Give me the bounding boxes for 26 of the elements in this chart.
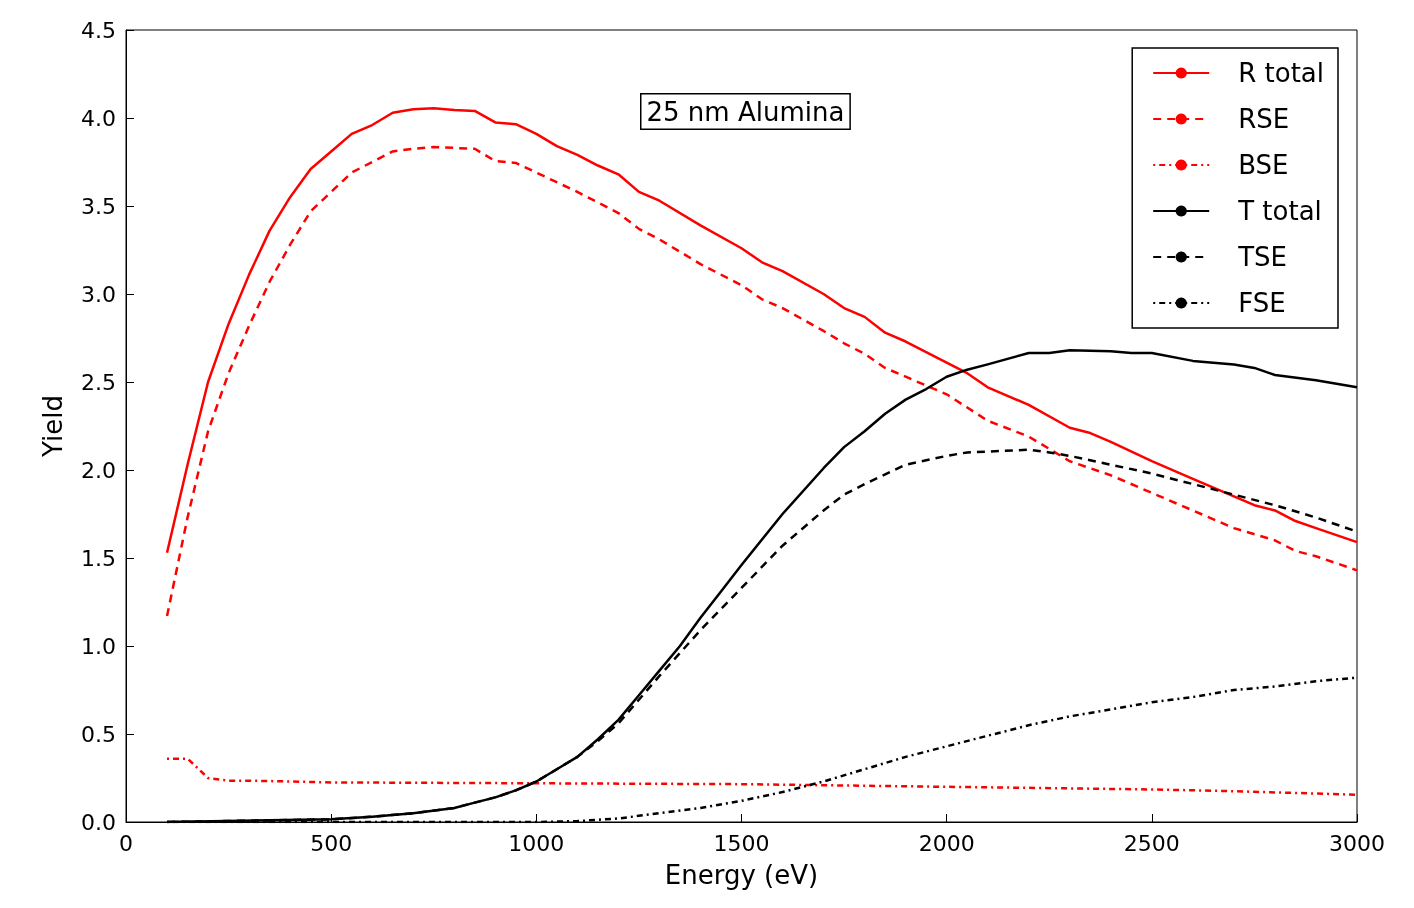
y-tick-label: 1.5 xyxy=(81,545,116,571)
annotation: 25 nm Alumina xyxy=(646,96,845,127)
y-tick-label: 1.0 xyxy=(81,633,116,659)
legend-label: T total xyxy=(1237,196,1322,226)
x-tick-label: 3000 xyxy=(1329,830,1385,856)
y-tick-label: 0.5 xyxy=(81,721,116,747)
y-tick-label: 2.5 xyxy=(81,369,116,395)
legend-label: RSE xyxy=(1238,104,1290,134)
y-tick-label: 4.0 xyxy=(81,105,116,131)
x-tick-label: 500 xyxy=(310,830,353,856)
y-tick-label: 0.0 xyxy=(81,809,116,835)
y-axis-title: Yield xyxy=(38,395,68,458)
legend-label: R total xyxy=(1238,58,1325,88)
y-tick-label: 3.5 xyxy=(81,193,116,219)
legend-label: BSE xyxy=(1238,150,1289,180)
x-tick-label: 0 xyxy=(119,830,133,856)
x-tick-label: 1500 xyxy=(713,830,770,856)
x-tick-label: 2000 xyxy=(918,830,975,856)
y-tick-label: 2.0 xyxy=(81,457,116,483)
y-tick-label: 4.5 xyxy=(81,17,116,43)
x-axis-title: Energy (eV) xyxy=(664,860,819,890)
x-tick-label: 2500 xyxy=(1123,830,1180,856)
legend-label: TSE xyxy=(1237,242,1288,272)
y-tick-label: 3.0 xyxy=(81,281,116,307)
legend-label: FSE xyxy=(1238,288,1286,318)
x-tick-label: 1000 xyxy=(508,830,565,856)
